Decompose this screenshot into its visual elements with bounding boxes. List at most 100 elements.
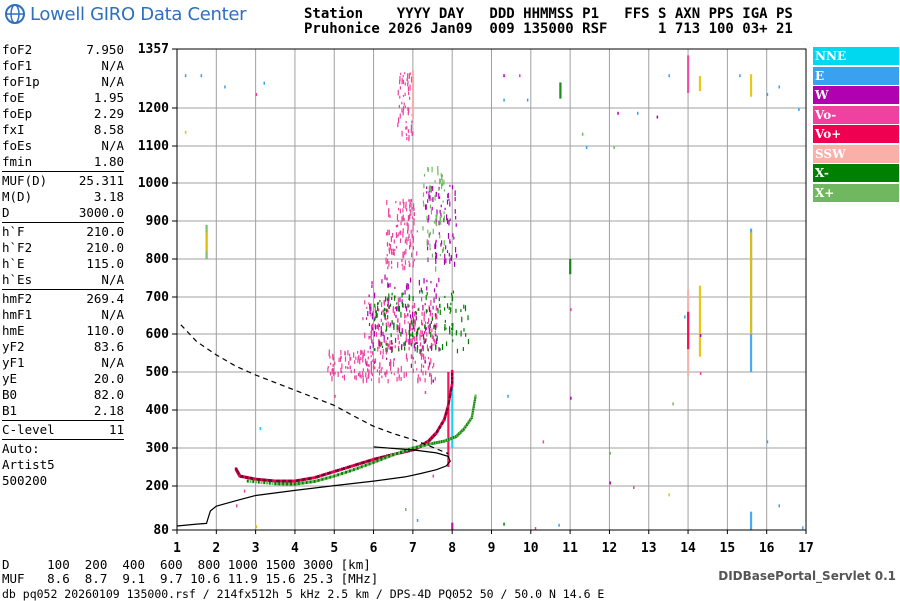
o-trace-point	[378, 456, 381, 460]
echo-point	[413, 343, 416, 349]
legend-item: X+	[813, 183, 899, 202]
param-row: yE 20.0	[2, 371, 124, 387]
echo-point	[385, 340, 387, 346]
echo-point	[361, 350, 363, 354]
echo-point	[438, 297, 440, 302]
echo-point	[424, 331, 426, 334]
echo-speck	[235, 504, 238, 508]
echo-point	[410, 354, 412, 359]
x-trace-point	[405, 448, 408, 452]
echo-speck	[255, 92, 258, 96]
echo-point	[387, 321, 389, 328]
echo-point	[436, 316, 438, 320]
echo-point	[443, 218, 445, 223]
echo-point	[441, 175, 443, 178]
echo-point	[442, 247, 445, 252]
echo-point	[340, 367, 342, 373]
x-trace-point	[413, 446, 416, 450]
x-trace-point	[404, 449, 407, 453]
echo-point	[378, 308, 380, 312]
echo-point	[381, 311, 383, 315]
echo-point	[373, 359, 375, 363]
echo-point	[444, 326, 446, 331]
x-tick-label: 6	[370, 541, 378, 556]
param-row: h`F2 210.0	[2, 240, 124, 256]
echo-point	[398, 232, 400, 236]
echo-point	[416, 341, 418, 345]
legend-item: X-	[813, 164, 899, 182]
x-trace-point	[396, 451, 399, 455]
x-trace-point	[386, 455, 389, 459]
echo-point	[395, 314, 397, 319]
echo-point	[448, 252, 450, 257]
x-trace-point	[360, 465, 363, 469]
echo-point	[432, 186, 434, 191]
echo-point	[401, 302, 404, 308]
echo-point	[414, 336, 416, 342]
o-trace-point	[274, 479, 277, 483]
echo-point	[420, 329, 422, 335]
echo-point	[431, 186, 433, 189]
echo-point	[413, 327, 416, 332]
echo-point	[433, 324, 436, 328]
echo-point	[446, 199, 449, 205]
echo-point	[439, 309, 441, 316]
o-trace-point	[272, 479, 275, 483]
echo-point	[411, 355, 413, 360]
echo-point	[467, 315, 469, 321]
echo-point	[430, 375, 433, 380]
echo-point	[411, 338, 413, 344]
echo-point	[440, 213, 442, 217]
param-value: 11	[108, 422, 124, 437]
echo-point	[411, 311, 414, 318]
x-trace-point	[438, 440, 441, 444]
echo-point	[405, 329, 407, 333]
echo-point	[397, 367, 399, 372]
y-tick-label: 700	[146, 290, 170, 305]
echo-point	[386, 277, 388, 281]
param-value: 210.0	[86, 224, 124, 239]
legend-item: NNE	[813, 47, 899, 65]
echo-point	[411, 207, 413, 210]
echo-point	[401, 292, 403, 298]
echo-point	[408, 326, 411, 332]
x-tick-label: 3	[252, 541, 260, 556]
echo-point	[387, 297, 389, 302]
echo-point	[435, 313, 438, 319]
echo-point	[449, 184, 451, 187]
echo-point	[379, 341, 382, 347]
echo-column	[687, 55, 690, 93]
echo-point	[362, 368, 364, 372]
param-row: yF1 N/A	[2, 355, 124, 371]
x-trace-point	[358, 465, 361, 469]
echo-point	[430, 358, 432, 364]
param-label: C-level	[2, 422, 55, 437]
echo-point	[389, 303, 392, 307]
echo-point	[441, 176, 443, 181]
echo-speck	[224, 85, 226, 89]
x-trace-point	[284, 482, 287, 486]
echo-point	[414, 319, 416, 323]
o-trace-point	[362, 460, 365, 464]
echo-point	[422, 192, 425, 197]
echo-point	[439, 253, 441, 257]
echo-point	[415, 331, 418, 337]
echo-point	[405, 237, 407, 241]
x-trace-point	[343, 471, 346, 475]
param-value: N/A	[101, 272, 124, 287]
echo-point	[429, 328, 431, 331]
echo-point	[353, 368, 356, 373]
echo-point	[369, 345, 371, 350]
echo-point	[435, 192, 437, 197]
param-value: 1.95	[93, 90, 124, 105]
echo-speck	[432, 474, 435, 478]
echo-point	[408, 304, 410, 308]
x-trace-point	[288, 482, 291, 486]
echo-point	[461, 316, 463, 323]
echo-point	[386, 298, 388, 301]
echo-point	[426, 344, 429, 349]
echo-point	[373, 348, 376, 351]
echo-point	[397, 297, 399, 304]
echo-point	[390, 365, 392, 371]
echo-point	[333, 368, 335, 375]
